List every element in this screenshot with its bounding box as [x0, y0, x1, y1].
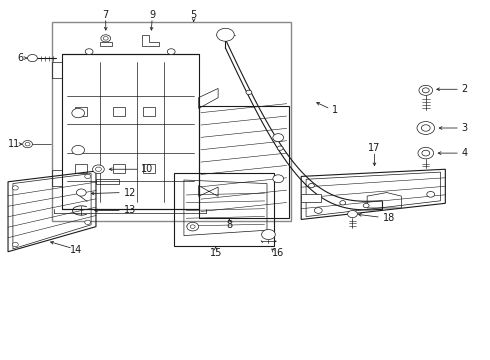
Circle shape — [85, 220, 91, 225]
Circle shape — [417, 122, 435, 134]
Text: 10: 10 — [141, 164, 153, 174]
Text: 7: 7 — [102, 10, 109, 20]
Text: 3: 3 — [462, 123, 468, 133]
Circle shape — [277, 146, 283, 150]
Text: 12: 12 — [124, 188, 136, 198]
Circle shape — [72, 108, 85, 118]
Circle shape — [27, 54, 37, 62]
Circle shape — [12, 242, 18, 247]
Text: 15: 15 — [210, 248, 222, 258]
Text: 13: 13 — [124, 206, 136, 216]
Circle shape — [273, 175, 284, 183]
Text: 16: 16 — [272, 248, 284, 258]
Text: 17: 17 — [368, 143, 381, 153]
Circle shape — [187, 222, 198, 231]
Text: 14: 14 — [70, 245, 82, 255]
Text: 5: 5 — [191, 10, 197, 20]
Circle shape — [419, 85, 433, 95]
Circle shape — [12, 186, 18, 190]
Circle shape — [246, 90, 252, 95]
Circle shape — [25, 142, 30, 146]
Text: 8: 8 — [226, 220, 232, 230]
Circle shape — [85, 174, 91, 179]
Circle shape — [101, 35, 111, 42]
Circle shape — [347, 211, 357, 218]
Circle shape — [422, 88, 429, 93]
Circle shape — [427, 192, 435, 197]
Circle shape — [72, 145, 85, 155]
Text: 6: 6 — [17, 53, 24, 63]
Circle shape — [76, 189, 86, 196]
Circle shape — [23, 140, 32, 148]
Text: 9: 9 — [149, 10, 155, 20]
Circle shape — [273, 134, 284, 141]
Circle shape — [85, 49, 93, 54]
Circle shape — [103, 37, 108, 40]
Text: 1: 1 — [332, 105, 339, 115]
Circle shape — [363, 203, 369, 208]
Circle shape — [418, 147, 434, 159]
Circle shape — [217, 28, 234, 41]
Polygon shape — [301, 194, 321, 202]
Text: 2: 2 — [462, 84, 468, 94]
Circle shape — [422, 150, 430, 156]
Circle shape — [190, 225, 195, 228]
Circle shape — [96, 167, 101, 171]
Circle shape — [262, 229, 275, 239]
Circle shape — [340, 201, 345, 205]
Text: 18: 18 — [383, 213, 395, 223]
Text: 4: 4 — [462, 148, 468, 158]
Circle shape — [93, 165, 104, 174]
Circle shape — [167, 49, 175, 54]
Circle shape — [421, 125, 430, 131]
Circle shape — [315, 208, 322, 213]
Circle shape — [309, 184, 315, 188]
Text: 11: 11 — [8, 139, 21, 149]
